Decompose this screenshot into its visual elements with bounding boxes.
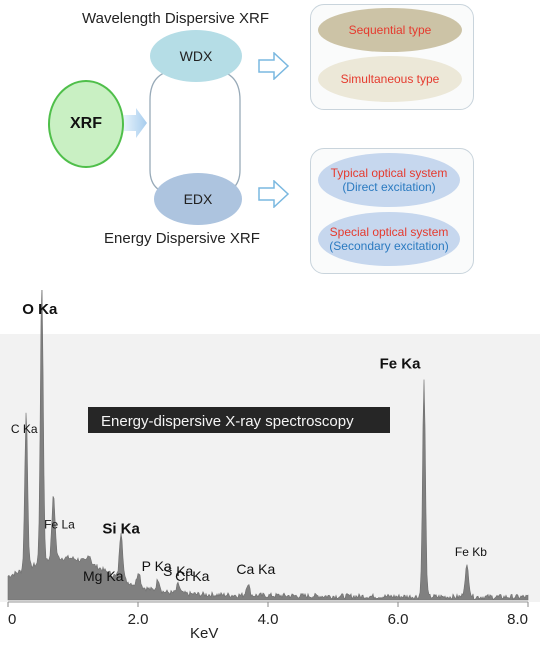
x-tick-label: 6.0 [388, 611, 409, 628]
peak-label: Fe Kb [455, 545, 487, 559]
simultaneous-type-label: Simultaneous type [340, 72, 440, 86]
wdx-arrow-icon [258, 52, 290, 80]
peak-label: Mg Ka [83, 568, 124, 584]
peak-label: Cl Ka [175, 568, 209, 584]
sequential-type-label: Sequential type [348, 23, 432, 37]
x-tick-label: 8.0 [507, 611, 528, 628]
wdx-node: WDX [150, 30, 242, 82]
typical-optical-line2: (Direct excitation) [342, 180, 436, 194]
xrf-arrow-icon [124, 108, 147, 138]
xrf-label: XRF [70, 115, 102, 132]
special-optical-system: Special optical system (Secondary excita… [318, 212, 460, 266]
peak-label: P Ka [142, 558, 172, 574]
peak-label: Si Ka [102, 521, 140, 538]
x-ticks: 0 2.0 4.0 6.0 8.0 [7, 602, 529, 628]
peak-label: Ca Ka [236, 561, 275, 577]
eds-spectrum-chart: 0 2.0 4.0 6.0 8.0 C Ka O Ka Fe La Mg Ka Si Ka P K… [0, 290, 540, 646]
x-axis-label: KeV [190, 625, 218, 642]
simultaneous-type: Simultaneous type [318, 56, 462, 102]
title-box [88, 407, 390, 433]
xrf-node: XRF [48, 80, 124, 168]
x-tick-label: 4.0 [258, 611, 279, 628]
sequential-type: Sequential type [318, 8, 462, 52]
spectrum-area [7, 290, 529, 601]
wdx-label: WDX [179, 48, 213, 64]
typical-optical-line1: Typical optical system [330, 166, 448, 180]
typical-optical-system: Typical optical system (Direct excitatio… [318, 153, 460, 207]
x-tick-label: 0 [8, 611, 16, 628]
peak-label: Fe Ka [380, 356, 422, 373]
wdx-title: Wavelength Dispersive XRF [82, 10, 270, 27]
edx-node: EDX [154, 173, 242, 225]
peak-label: S Ka [163, 563, 194, 579]
peak-label: O Ka [22, 301, 58, 318]
peak-label: C Ka [11, 422, 38, 436]
edx-arrow-icon [258, 180, 290, 208]
edx-title: Energy Dispersive XRF [104, 230, 260, 247]
special-optical-line2: (Secondary excitation) [329, 239, 449, 253]
peak-label: Fe La [44, 518, 75, 532]
chart-title: Energy-dispersive X-ray spectroscopy [101, 413, 354, 430]
x-tick-label: 2.0 [128, 611, 149, 628]
special-optical-line1: Special optical system [329, 225, 449, 239]
edx-label: EDX [183, 191, 213, 207]
